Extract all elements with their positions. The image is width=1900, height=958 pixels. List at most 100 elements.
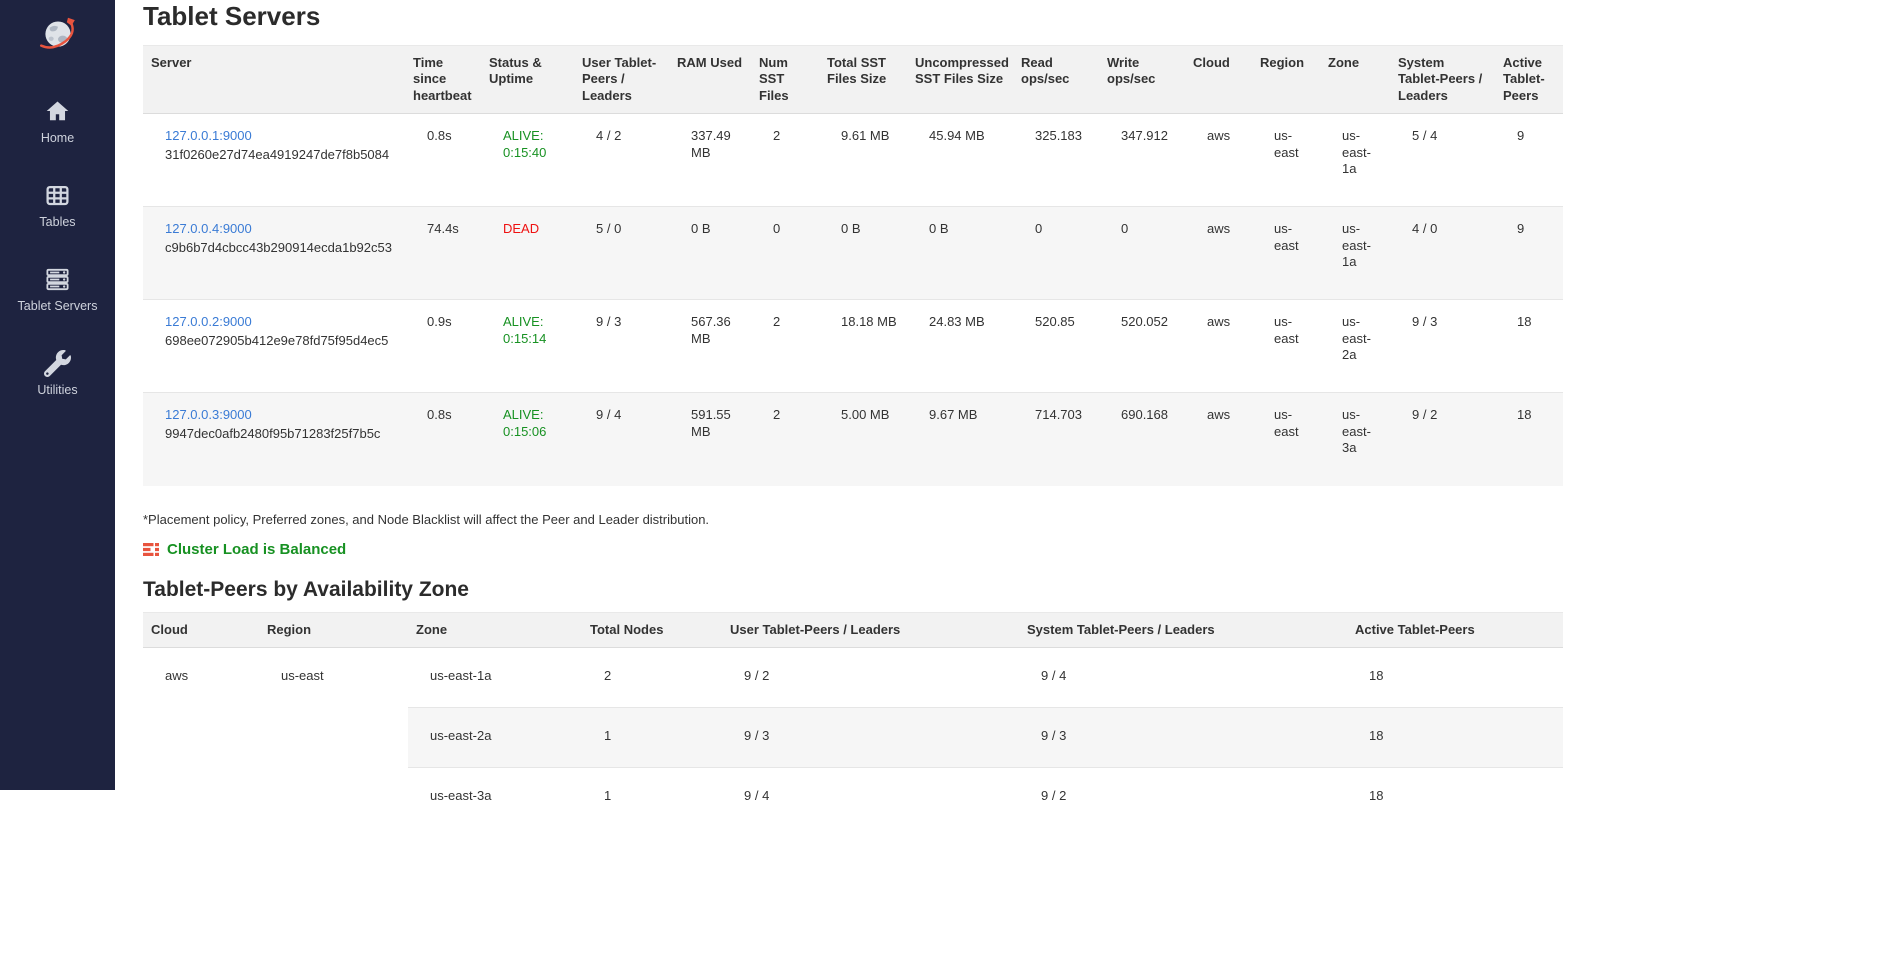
- uncompressed-sst-cell: 24.83 MB: [907, 299, 1013, 393]
- servers-table-body: 127.0.0.1:9000 31f0260e27d74ea4919247de7…: [143, 114, 1563, 486]
- region-cell: us-east: [1274, 128, 1299, 160]
- column-header-cloud: Cloud: [143, 611, 259, 649]
- column-header-sst-size: Total SST Files Size: [819, 44, 907, 115]
- column-header-heartbeat: Time since heartbeat: [405, 44, 481, 115]
- sst-size-cell: 0 B: [819, 206, 907, 300]
- column-header-user-peers: User Tablet-Peers / Leaders: [574, 44, 669, 115]
- read-ops-cell: 0: [1013, 206, 1099, 300]
- num-sst-cell: 0: [751, 206, 819, 300]
- server-uuid: 9947dec0afb2480f95b71283f25f7b5c: [165, 425, 381, 441]
- zone-cell: us-east-2a: [1320, 299, 1390, 393]
- active-peers-cell: 9: [1495, 206, 1563, 300]
- page-title: Tablet Servers: [143, 1, 321, 31]
- server-link[interactable]: 127.0.0.4:9000: [165, 221, 252, 237]
- user-peers-cell: 9 / 2: [744, 668, 770, 684]
- column-header-active-peers: Active Tablet-Peers: [1495, 44, 1563, 115]
- table-row: us-east-3a 1 9 / 4 9 / 2 18: [143, 767, 1563, 828]
- status-cell: ALIVE: 0:15:40: [503, 128, 547, 160]
- system-peers-cell: 9 / 2: [1019, 767, 1347, 828]
- sidebar-item-label: Tablet Servers: [17, 299, 98, 313]
- status-cell: ALIVE: 0:15:14: [481, 299, 574, 393]
- server-cell: 127.0.0.4:9000 c9b6b7d4cbcc43b290914ecda…: [143, 206, 405, 300]
- write-ops-cell: 347.912: [1121, 128, 1168, 144]
- num-sst-cell: 2: [773, 128, 781, 144]
- active-peers-cell: 18: [1495, 299, 1563, 393]
- ram-cell: 591.55 MB: [669, 392, 751, 486]
- system-peers-cell: 9 / 3: [1390, 299, 1495, 393]
- zone-cell: us-east-3a: [408, 767, 582, 828]
- column-header-uncompressed-sst: Uncompressed SST Files Size: [907, 44, 1013, 115]
- zones-table-header: Cloud Region Zone Total Nodes User Table…: [143, 611, 1563, 649]
- sst-size-cell: 18.18 MB: [819, 299, 907, 393]
- server-link[interactable]: 127.0.0.3:9000: [165, 407, 252, 423]
- sidebar-item-label: Tables: [39, 215, 76, 229]
- system-peers-cell: 9 / 2: [1390, 392, 1495, 486]
- zone-cell: us-east-1a: [1320, 206, 1390, 300]
- write-ops-cell: 0: [1099, 206, 1185, 300]
- zone-cell: us-east-2a: [408, 707, 582, 768]
- zone-cloud-cell: aws: [165, 668, 189, 684]
- sidebar-item-tables[interactable]: Tables: [0, 182, 115, 229]
- column-header-write-ops: Write ops/sec: [1099, 44, 1185, 115]
- cloud-cell: aws: [1185, 206, 1252, 300]
- user-peers-cell: 9 / 3: [574, 299, 669, 393]
- zone-cell: us-east-1a: [1342, 128, 1371, 177]
- region-cell: us-east: [1252, 392, 1320, 486]
- sst-size-cell: 9.61 MB: [841, 128, 890, 144]
- sidebar-item-tablet-servers[interactable]: Tablet Servers: [0, 266, 115, 313]
- sidebar: Home Tables: [0, 0, 115, 790]
- column-header-region: Region: [259, 611, 408, 649]
- sidebar-item-home[interactable]: Home: [0, 98, 115, 145]
- tables-icon: [44, 182, 71, 209]
- heartbeat-cell: 74.4s: [405, 206, 481, 300]
- heartbeat-cell: 0.9s: [405, 299, 481, 393]
- column-header-ram: RAM Used: [669, 44, 751, 115]
- column-header-status: Status & Uptime: [481, 44, 574, 115]
- status-cell: DEAD: [481, 206, 574, 300]
- user-peers-cell: 5 / 0: [574, 206, 669, 300]
- active-peers-cell: 18: [1495, 392, 1563, 486]
- table-row: 127.0.0.3:9000 9947dec0afb2480f95b71283f…: [143, 392, 1563, 486]
- user-peers-cell: 9 / 4: [722, 767, 1019, 828]
- cluster-load-status: Cluster Load is Balanced: [143, 541, 1563, 558]
- home-icon: [44, 98, 71, 125]
- ram-cell: 337.49 MB: [691, 128, 731, 160]
- cloud-cell: aws: [1185, 299, 1252, 393]
- yugabyte-logo[interactable]: [37, 12, 79, 54]
- section-title-zones: Tablet-Peers by Availability Zone: [143, 577, 469, 601]
- write-ops-cell: 520.052: [1099, 299, 1185, 393]
- table-row: 127.0.0.1:9000 31f0260e27d74ea4919247de7…: [143, 114, 1563, 207]
- server-link[interactable]: 127.0.0.1:9000: [165, 128, 252, 144]
- sidebar-item-utilities[interactable]: Utilities: [0, 350, 115, 397]
- column-header-num-sst: Num SST Files: [751, 44, 819, 115]
- server-link[interactable]: 127.0.0.2:9000: [165, 314, 252, 330]
- tablet-servers-table: Server Time since heartbeat Status & Upt…: [143, 44, 1563, 486]
- table-row: 127.0.0.4:9000 c9b6b7d4cbcc43b290914ecda…: [143, 206, 1563, 300]
- sidebar-item-label: Utilities: [37, 383, 78, 397]
- active-peers-cell: 9: [1517, 128, 1525, 144]
- servers-table-header: Server Time since heartbeat Status & Upt…: [143, 44, 1563, 115]
- total-nodes-cell: 2: [604, 668, 612, 684]
- load-balancer-icon: [143, 542, 159, 556]
- active-peers-cell: 18: [1347, 707, 1563, 768]
- status-cell: ALIVE: 0:15:06: [481, 392, 574, 486]
- utilities-icon: [44, 350, 71, 377]
- column-header-read-ops: Read ops/sec: [1013, 44, 1099, 115]
- tablet-servers-icon: [44, 266, 71, 293]
- column-header-region: Region: [1252, 44, 1320, 115]
- server-uuid: 31f0260e27d74ea4919247de7f8b5084: [165, 146, 390, 162]
- system-peers-cell: 4 / 0: [1390, 206, 1495, 300]
- zone-cell: us-east-3a: [1320, 392, 1390, 486]
- zone-cell: us-east-1a: [430, 668, 492, 684]
- region-cell: us-east: [1252, 206, 1320, 300]
- server-uuid: 698ee072905b412e9e78fd75f95d4ec5: [165, 332, 389, 348]
- column-header-active-peers: Active Tablet-Peers: [1347, 611, 1563, 649]
- num-sst-cell: 2: [751, 299, 819, 393]
- ram-cell: 567.36 MB: [669, 299, 751, 393]
- server-uuid: c9b6b7d4cbcc43b290914ecda1b92c53: [165, 239, 392, 255]
- user-peers-cell: 9 / 4: [574, 392, 669, 486]
- app-root: Home Tables: [0, 0, 1563, 828]
- table-row: us-east-2a 1 9 / 3 9 / 3 18: [143, 707, 1563, 768]
- column-header-user-peers: User Tablet-Peers / Leaders: [722, 611, 1019, 649]
- table-row: aws us-east us-east-1a 2 9 / 2 9 / 4 18: [143, 648, 1563, 708]
